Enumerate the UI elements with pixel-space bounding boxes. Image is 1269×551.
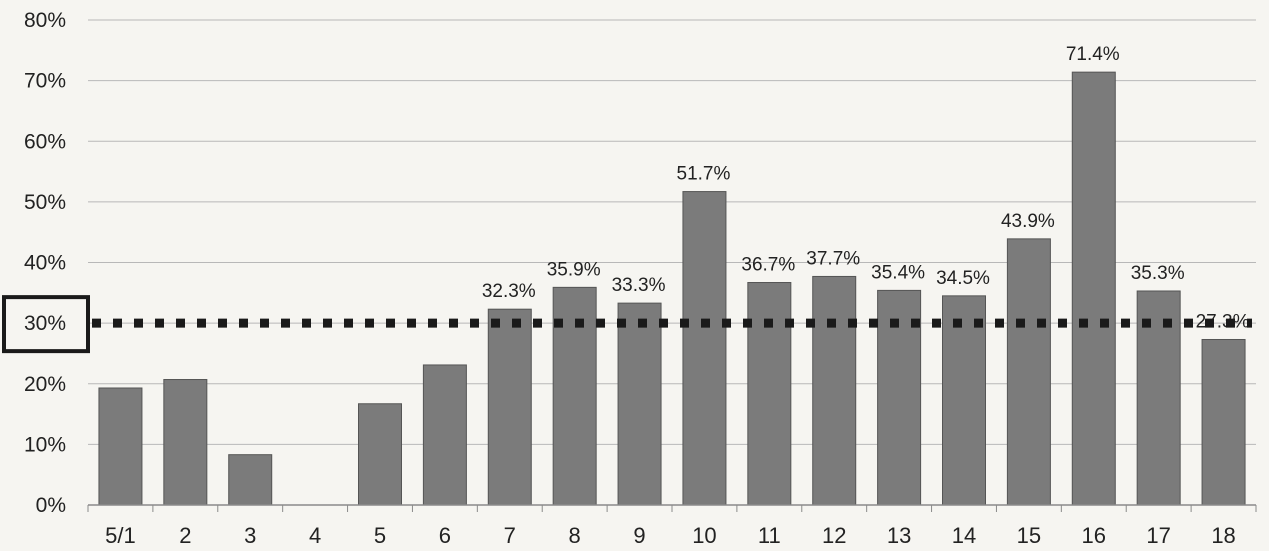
x-tick-label: 9 (633, 523, 645, 548)
data-label: 71.4% (1066, 44, 1120, 65)
y-tick-label: 20% (24, 373, 66, 396)
y-tick-label: 10% (24, 433, 66, 456)
bar (1201, 338, 1246, 506)
bar (358, 403, 402, 506)
bars (98, 71, 1246, 506)
bar (1006, 238, 1051, 506)
bar (163, 379, 208, 506)
x-tick-label: 11 (758, 523, 781, 548)
x-tick-label: 5/1 (105, 523, 136, 548)
data-label: 34.5% (936, 268, 990, 289)
y-tick-label: 40% (24, 252, 66, 275)
data-label: 51.7% (677, 164, 731, 185)
data-label: 35.3% (1131, 263, 1185, 284)
y-tick-label: 70% (24, 70, 66, 93)
bar (422, 364, 467, 506)
y-tick-label: 30% (24, 312, 66, 335)
data-label: 35.4% (871, 262, 925, 283)
data-label: 43.9% (1001, 211, 1055, 232)
bar (747, 282, 792, 506)
x-tick-label: 5 (374, 523, 386, 548)
x-tick-label: 3 (244, 523, 256, 548)
bar (98, 387, 143, 506)
x-tick-label: 17 (1146, 523, 1170, 548)
data-label: 27.3% (1196, 311, 1250, 332)
bar (228, 454, 273, 506)
data-label: 32.3% (482, 281, 536, 302)
data-label: 33.3% (612, 275, 666, 296)
y-tick-label: 0% (36, 494, 66, 517)
bar (617, 302, 662, 506)
y-tick-label: 80% (24, 9, 66, 32)
bar (812, 275, 857, 506)
x-tick-label: 2 (179, 523, 191, 548)
bar (1071, 71, 1116, 506)
x-tick-label: 18 (1211, 523, 1235, 548)
bar (942, 295, 986, 506)
data-labels: 32.3% 35.9% 33.3% 51.7% 36.7% 37.7% 35.4% 34.5%… (482, 44, 1250, 332)
data-label: 37.7% (806, 248, 860, 269)
bar (487, 308, 532, 506)
highlight-box (2, 295, 90, 354)
x-tick-label: 13 (887, 523, 911, 548)
data-label: 36.7% (741, 255, 795, 276)
bar (682, 191, 727, 506)
y-axis: 0% 10% 20% 30% 40% 50% 60% 70% 80% (2, 9, 90, 517)
y-tick-label: 60% (24, 130, 66, 153)
x-tick-label: 8 (569, 523, 581, 548)
x-tick-label: 15 (1017, 523, 1041, 548)
x-tick-label: 4 (309, 523, 321, 548)
x-axis: 5/1 2 3 4 5 6 7 8 9 10 11 12 13 14 15 16 17 18 (87, 504, 1257, 548)
x-tick-label: 14 (952, 523, 976, 548)
x-tick-label: 6 (439, 523, 451, 548)
x-tick-label: 16 (1082, 523, 1106, 548)
x-tick-label: 12 (822, 523, 846, 548)
bar (1136, 290, 1181, 506)
x-tick-label: 7 (504, 523, 516, 548)
data-label: 35.9% (547, 259, 601, 280)
y-tick-label: 50% (24, 191, 66, 214)
x-tick-label: 10 (692, 523, 716, 548)
